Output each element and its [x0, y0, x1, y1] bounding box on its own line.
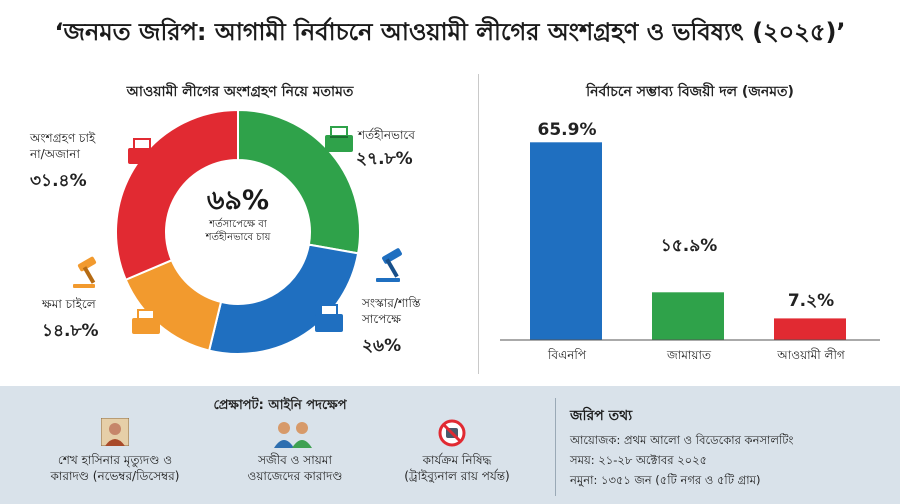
legal-item-3-line2: (ট্রাইব্যুনাল রায় পর্যন্ত) [404, 469, 510, 483]
bar-jamaat [652, 292, 724, 340]
bar-category-awami-league: আওয়ামী লীগ [777, 348, 845, 362]
legal-item-1-line2: কারাদণ্ড (নভেম্বর/ডিসেম্বর) [50, 469, 180, 483]
segment-value-conditional: ২৬% [362, 336, 402, 356]
donut-center: ৬৯% শর্তসাপেক্ষে বা শর্তহীনভাবে চায় [168, 186, 308, 244]
survey-organizer: আয়োজক: প্রথম আলো ও বিডেকোর কনসালটিং [570, 433, 794, 447]
ballot-box-icon-blue [315, 304, 343, 332]
bar-value-bnp: 65.9% [537, 120, 597, 140]
ballot-box-icon [325, 126, 353, 152]
segment-label-conditional-line1: সংস্কার/শাস্তি [362, 296, 421, 310]
donut-segment-unconditional [237, 108, 361, 255]
prohibited-icon [438, 419, 466, 447]
bar-chart-title: নির্বাচনে সম্ভাব্য বিজয়ী দল (জনমত) [586, 84, 794, 100]
segment-value-unconditional: ২৭.৮% [356, 149, 413, 169]
segment-label-no-participation-line1: অংশগ্রহণ চাই [30, 131, 96, 145]
legal-item-2-line1: সজীব ও সায়মা [258, 453, 332, 467]
segment-label-apology: ক্ষমা চাইলে [42, 297, 96, 311]
section-divider [478, 74, 479, 374]
segment-label-unconditional: শর্তহীনভাবে [358, 128, 415, 142]
survey-sample: নমুনা: ১৩৫১ জন (৫টি নগর ও ৫টি গ্রাম) [570, 473, 761, 487]
bar-value-awami-league: 7.২% [787, 291, 835, 311]
legal-item-1: শেখ হাসিনার মৃত্যুদণ্ড ও কারাদণ্ড (নভেম্… [30, 452, 200, 484]
donut-segment-conditional [207, 243, 360, 355]
page-title: ‘জনমত জরিপ: আগামী নির্বাচনে আওয়ামী লীগে… [54, 18, 846, 46]
gavel-icon-blue [376, 248, 402, 282]
segment-value-no-participation: ৩১.৪% [30, 171, 87, 191]
segment-label-no-participation-line2: না/অজানা [30, 147, 80, 161]
bar-chart [500, 142, 880, 341]
donut-center-caption-2: শর্তহীনভাবে চায় [205, 232, 271, 243]
two-people-icon [274, 422, 312, 448]
survey-period: সময়: ২১-২৮ অক্টোবর ২০২৫ [570, 453, 708, 467]
legal-item-1-line1: শেখ হাসিনার মৃত্যুদণ্ড ও [57, 453, 173, 467]
legal-item-2: সজীব ও সায়মা ওয়াজেদের কারাদণ্ড [210, 452, 380, 484]
donut-chart-title: আওয়ামী লীগের অংশগ্রহণ নিয়ে মতামত [126, 84, 354, 100]
bar-category-bnp: বিএনপি [548, 348, 586, 362]
bar-category-jamaat: জামায়াত [667, 348, 711, 362]
legal-item-3: কার্যক্রম নিষিদ্ধ (ট্রাইব্যুনাল রায় পর্… [372, 452, 542, 484]
ballot-box-icon-red [128, 138, 156, 164]
segment-value-apology: ১৪.৮% [42, 321, 99, 341]
survey-heading: জরিপ তথ্য [570, 408, 633, 424]
ballot-box-icon-orange [132, 309, 160, 334]
segment-label-conditional-line2: সাপেক্ষে [362, 312, 401, 326]
donut-center-value: ৬৯% [206, 185, 270, 216]
bar-value-jamaat: ১৫.৯% [660, 236, 718, 256]
bar-bnp [530, 142, 602, 340]
legal-item-3-line1: কার্যক্রম নিষিদ্ধ [422, 453, 492, 467]
bar-awami-league [774, 318, 846, 340]
donut-center-caption-1: শর্তসাপেক্ষে বা [209, 219, 267, 230]
legal-heading: প্রেক্ষাপট: আইনি পদক্ষেপ [213, 398, 347, 413]
gavel-icon [73, 256, 97, 288]
woman-portrait-icon [101, 418, 129, 446]
bottom-divider [555, 398, 556, 496]
legal-item-2-line2: ওয়াজেদের কারাদণ্ড [247, 469, 343, 483]
